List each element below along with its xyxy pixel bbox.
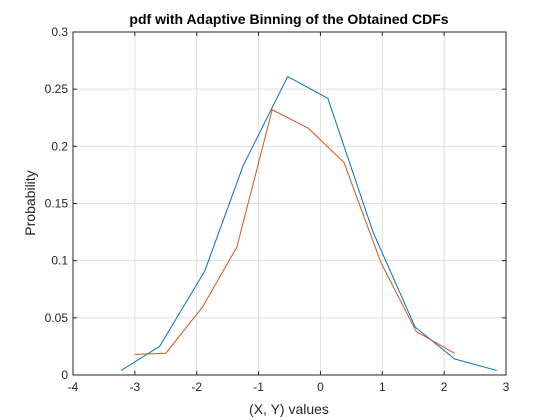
x-tick-label: -4 bbox=[68, 380, 79, 394]
y-tick-label: 0 bbox=[61, 368, 68, 382]
y-axis-label: Probability bbox=[22, 170, 38, 235]
x-tick-label: 3 bbox=[503, 380, 510, 394]
x-tick-label: 0 bbox=[317, 380, 324, 394]
x-tick-label: -1 bbox=[253, 380, 264, 394]
y-tick-label: 0.15 bbox=[45, 197, 69, 211]
y-tick-label: 0.3 bbox=[51, 25, 68, 39]
y-tick-label: 0.05 bbox=[45, 311, 69, 325]
chart-title: pdf with Adaptive Binning of the Obtaine… bbox=[129, 11, 448, 27]
y-tick-label: 0.2 bbox=[51, 139, 68, 153]
series-line-2 bbox=[134, 109, 455, 355]
x-axis-label: (X, Y) values bbox=[249, 401, 329, 417]
x-tick-label: -3 bbox=[130, 380, 141, 394]
y-tick-label: 0.1 bbox=[51, 254, 68, 268]
series-line-1 bbox=[120, 76, 497, 371]
x-tick-label: -2 bbox=[191, 380, 202, 394]
x-tick-label: 1 bbox=[379, 380, 386, 394]
y-tick-label: 0.25 bbox=[45, 82, 69, 96]
x-tick-label: 2 bbox=[441, 380, 448, 394]
